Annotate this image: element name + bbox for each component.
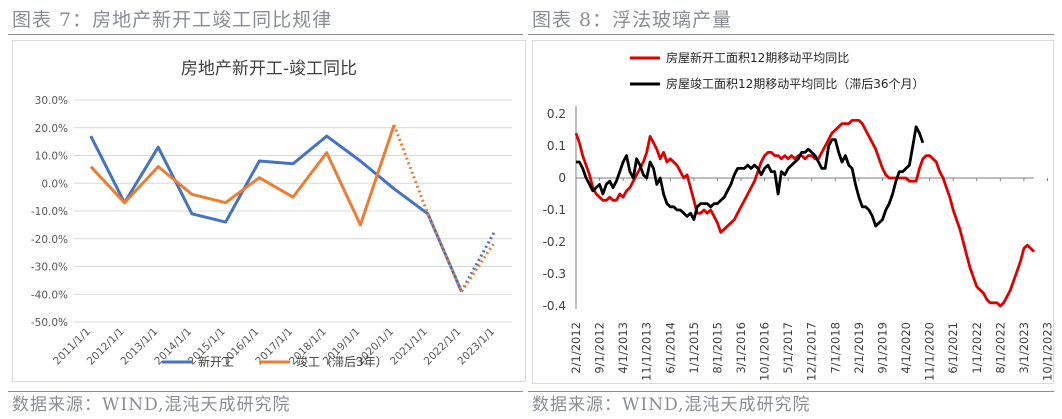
left-legend-label-0: 新开工 (198, 354, 234, 369)
left-footer-rule (8, 391, 523, 392)
right-x-tick-label: 1/1/2015 (687, 322, 701, 374)
right-y-tick-label: 0.1 (547, 139, 566, 153)
right-x-tick-label: 3/1/2016 (734, 322, 748, 374)
right-x-tick-label: 6/1/2021 (946, 322, 960, 374)
left-y-tick-label: -40.0% (31, 289, 68, 301)
right-series-line-1 (576, 125, 925, 228)
right-x-tick-label: 8/1/2022 (993, 322, 1007, 374)
right-series-line-0 (574, 119, 1035, 308)
right-x-tick-label: 8/1/2015 (710, 322, 724, 374)
right-x-tick-label: 2/1/2012 (569, 322, 583, 374)
right-y-tick-label: -0.2 (543, 235, 566, 249)
right-legend-label-1: 房屋竣工面积12期移动平均同比（滞后36个月） (666, 76, 925, 91)
left-source-note: 数据来源：WIND,混沌天成研究院 (12, 395, 291, 415)
left-y-tick-label: 30.0% (35, 95, 68, 107)
right-y-tick-label: 0.2 (547, 107, 566, 121)
right-chart-border (532, 40, 1054, 384)
left-series-line-1 (89, 124, 396, 227)
right-x-tick-label: 9/1/2012 (593, 322, 607, 374)
right-x-tick-label: 1/1/2022 (970, 322, 984, 374)
left-y-tick-label: 0.0% (41, 178, 68, 190)
left-chart-title: 房地产新开工-竣工同比 (181, 59, 357, 79)
right-x-tick-label: 4/1/2013 (616, 322, 630, 374)
right-y-tick-label: 0 (558, 171, 566, 185)
right-x-tick-label: 4/1/2020 (899, 322, 913, 374)
right-legend-label-0: 房屋新开工面积12期移动平均同比 (666, 50, 849, 65)
left-y-tick-label: 20.0% (35, 123, 68, 135)
right-chart: 0.2 0.1 0 -0.1 -0.2 -0.3 -0.4 2/1/2012 9/1/2012… (532, 40, 1054, 384)
left-figure-heading: 图表 7：房地产新开工竣工同比规律 (12, 9, 333, 31)
right-x-tick-label: 10/1/2016 (758, 322, 772, 381)
right-footer-rule (528, 391, 1054, 392)
left-y-tick-label: -50.0% (31, 317, 68, 329)
right-x-tick-label: 10/1/2023 (1040, 322, 1054, 381)
right-x-tick-label: 5/1/2017 (781, 322, 795, 374)
right-x-tick-label: 9/1/2019 (875, 322, 889, 374)
right-x-tick-label: 2/1/2019 (852, 322, 866, 374)
right-x-tick-label: 11/1/2020 (923, 322, 937, 381)
right-y-tick-label: -0.4 (543, 299, 566, 313)
right-figure-heading: 图表 8：浮法玻璃产量 (532, 9, 733, 31)
left-chart: 房地产新开工-竣工同比 30.0% 20.0% 10.0% 0.0% -10.0% -20… (12, 40, 526, 382)
right-x-tick-label: 3/1/2023 (1017, 322, 1031, 374)
right-x-tick-label: 12/1/2017 (805, 322, 819, 381)
left-series-line-0 (89, 134, 463, 293)
right-x-tick-label: 11/1/2013 (640, 322, 654, 381)
right-heading-rule (528, 34, 1054, 35)
right-y-tick-label: -0.1 (543, 203, 566, 217)
left-y-tick-label: -10.0% (31, 206, 68, 218)
left-y-tick-label: -30.0% (31, 262, 68, 274)
right-x-tick-label: 6/1/2014 (663, 322, 677, 374)
left-y-tick-label: -20.0% (31, 234, 68, 246)
right-source-note: 数据来源：WIND,混沌天成研究院 (532, 395, 811, 415)
right-y-tick-label: -0.3 (543, 267, 566, 281)
left-y-tick-label: 10.0% (35, 151, 68, 163)
left-heading-rule (8, 34, 523, 35)
right-x-tick-label: 7/1/2018 (828, 322, 842, 374)
left-legend-label-1: 竣工（滞后3年） (296, 354, 388, 369)
